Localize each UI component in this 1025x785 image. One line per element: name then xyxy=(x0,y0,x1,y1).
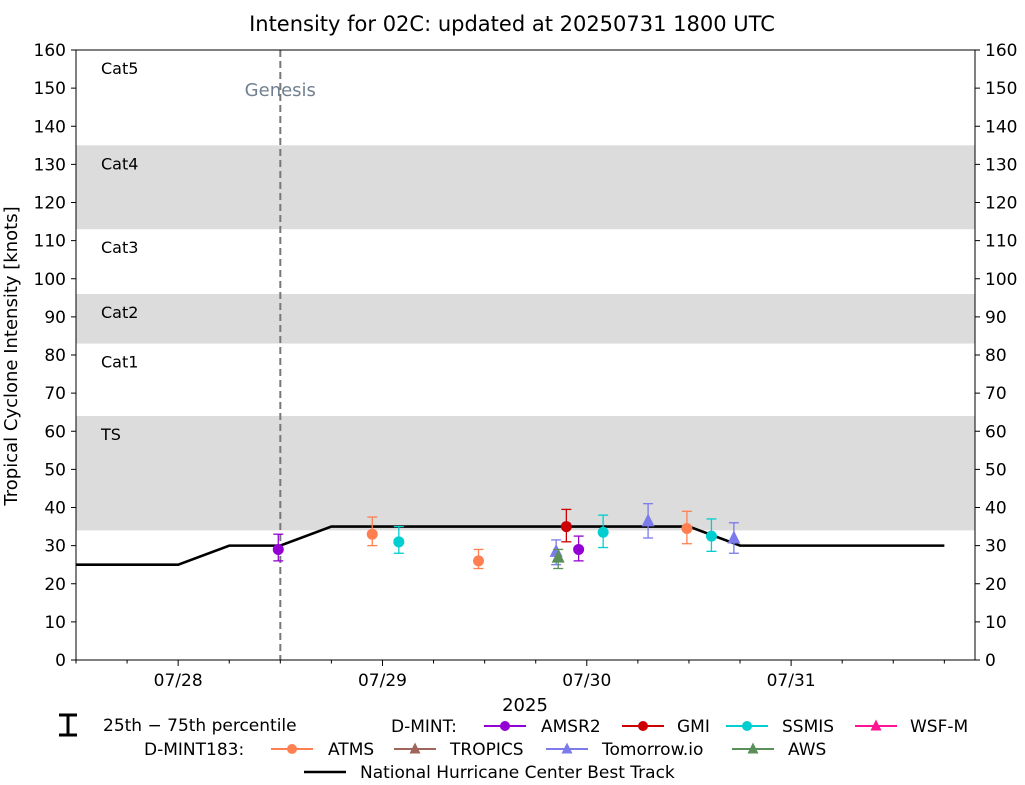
aws-point xyxy=(551,549,565,563)
legend-marker-tomorrow-io xyxy=(561,742,573,754)
best-track xyxy=(76,525,945,566)
band-label-cat5: Cat5 xyxy=(101,59,138,78)
amsr2-point xyxy=(573,543,585,555)
ssmis-point xyxy=(705,530,717,542)
y-tick-label-right: 110 xyxy=(985,232,1017,252)
band-ts xyxy=(76,416,975,531)
x-tick-label: 07/29 xyxy=(358,671,407,691)
y-tick-label-right: 140 xyxy=(985,117,1017,137)
y-tick-label-right: 90 xyxy=(985,308,1007,328)
y-axis-label: Tropical Cyclone Intensity [knots] xyxy=(1,206,22,506)
y-tick-label-left: 140 xyxy=(34,117,66,137)
y-axis-left: 0 10 20 30 40 50 60 70 80 90 100 110 120 130 140 150 160 xyxy=(34,41,76,671)
legend: 25th − 75th percentile D-MINT: D-MINT183: A… xyxy=(59,713,968,783)
band-label-cat1: Cat1 xyxy=(101,353,138,372)
best-track-line xyxy=(76,525,945,566)
category-bands: TS Cat1 Cat2 Cat3 Cat4 Cat5 xyxy=(76,59,975,531)
y-tick-label-right: 120 xyxy=(985,194,1017,214)
legend-label-amsr2: AMSR2 xyxy=(541,717,601,737)
band-label-cat4: Cat4 xyxy=(101,154,138,173)
legend-label-aws: AWS xyxy=(788,740,826,760)
x-axis-label: 2025 xyxy=(502,695,548,716)
y-tick-label-left: 110 xyxy=(34,232,66,252)
plot-frame xyxy=(75,49,976,661)
y-tick-label-left: 0 xyxy=(55,651,66,671)
atms-point xyxy=(681,522,693,534)
y-tick-label-right: 30 xyxy=(985,537,1007,557)
y-tick-label-left: 50 xyxy=(44,460,66,480)
band-label-cat3: Cat3 xyxy=(101,238,138,257)
y-tick-label-left: 100 xyxy=(34,270,66,290)
chart-title: Intensity for 02C: updated at 20250731 1… xyxy=(249,12,775,36)
y-tick-label-right: 150 xyxy=(985,79,1017,99)
x-tick-label: 07/30 xyxy=(562,671,611,691)
legend-marker-wsf-m xyxy=(870,719,882,731)
y-axis-right: 0 10 20 30 40 50 60 70 80 90 100 110 120 130 140 150 160 xyxy=(975,41,1017,671)
y-tick-label-right: 40 xyxy=(985,499,1007,519)
tomorrow-io-point xyxy=(641,513,655,527)
x-axis: 07/28 07/29 07/30 07/31 xyxy=(75,660,945,691)
legend-label-best-track: National Hurricane Center Best Track xyxy=(360,763,675,783)
band-cat4 xyxy=(76,145,975,230)
legend-label-tropics: TROPICS xyxy=(449,740,524,760)
y-tick-label-left: 60 xyxy=(44,422,66,442)
y-tick-label-right: 50 xyxy=(985,460,1007,480)
amsr2-point xyxy=(272,543,284,555)
y-tick-label-right: 80 xyxy=(985,346,1007,366)
y-tick-label-left: 20 xyxy=(44,575,66,595)
legend-marker-aws xyxy=(747,742,759,754)
legend-percentile-label: 25th − 75th percentile xyxy=(103,716,297,736)
x-tick-label: 07/31 xyxy=(767,671,816,691)
genesis-marker: Genesis xyxy=(245,50,316,660)
legend-marker-tropics xyxy=(409,742,421,754)
band-label-ts: TS xyxy=(100,425,121,444)
legend-label-atms: ATMS xyxy=(328,740,374,760)
y-tick-label-left: 90 xyxy=(44,308,66,328)
legend-label-ssmis: SSMIS xyxy=(782,717,834,737)
legend-dmint183-label: D-MINT183: xyxy=(144,740,244,760)
y-tick-label-right: 10 xyxy=(985,613,1007,633)
y-tick-label-right: 130 xyxy=(985,155,1017,175)
y-tick-label-left: 40 xyxy=(44,499,66,519)
y-tick-label-right: 60 xyxy=(985,422,1007,442)
tomorrow-io-point xyxy=(727,530,741,544)
y-tick-label-left: 150 xyxy=(34,79,66,99)
y-tick-label-left: 130 xyxy=(34,155,66,175)
y-tick-label-right: 160 xyxy=(985,41,1017,61)
y-tick-label-right: 0 xyxy=(985,651,996,671)
ssmis-point xyxy=(597,526,609,538)
genesis-label: Genesis xyxy=(245,80,316,101)
band-label-cat2: Cat2 xyxy=(101,303,138,322)
legend-marker-atms xyxy=(287,744,297,754)
legend-marker-gmi xyxy=(638,721,648,731)
y-tick-label-right: 100 xyxy=(985,270,1017,290)
legend-label-tomorrow-io: Tomorrow.io xyxy=(601,740,703,760)
legend-marker-ssmis xyxy=(742,721,752,731)
x-tick-label: 07/28 xyxy=(154,671,203,691)
y-tick-label-left: 30 xyxy=(44,537,66,557)
y-tick-label-right: 20 xyxy=(985,575,1007,595)
atms-point xyxy=(366,528,378,540)
legend-label-gmi: GMI xyxy=(677,717,710,737)
observation-markers xyxy=(272,503,741,570)
y-tick-label-left: 120 xyxy=(34,194,66,214)
gmi-point xyxy=(560,521,572,533)
band-cat2 xyxy=(76,294,975,344)
legend-dmint-label: D-MINT: xyxy=(391,717,457,737)
y-tick-label-left: 80 xyxy=(44,346,66,366)
legend-label-wsf-m: WSF-M xyxy=(910,717,968,737)
legend-marker-amsr2 xyxy=(500,721,510,731)
y-tick-label-left: 160 xyxy=(34,41,66,61)
atms-point xyxy=(473,555,485,567)
y-tick-label-right: 70 xyxy=(985,384,1007,404)
ssmis-point xyxy=(393,536,405,548)
y-tick-label-left: 10 xyxy=(44,613,66,633)
y-tick-label-left: 70 xyxy=(44,384,66,404)
